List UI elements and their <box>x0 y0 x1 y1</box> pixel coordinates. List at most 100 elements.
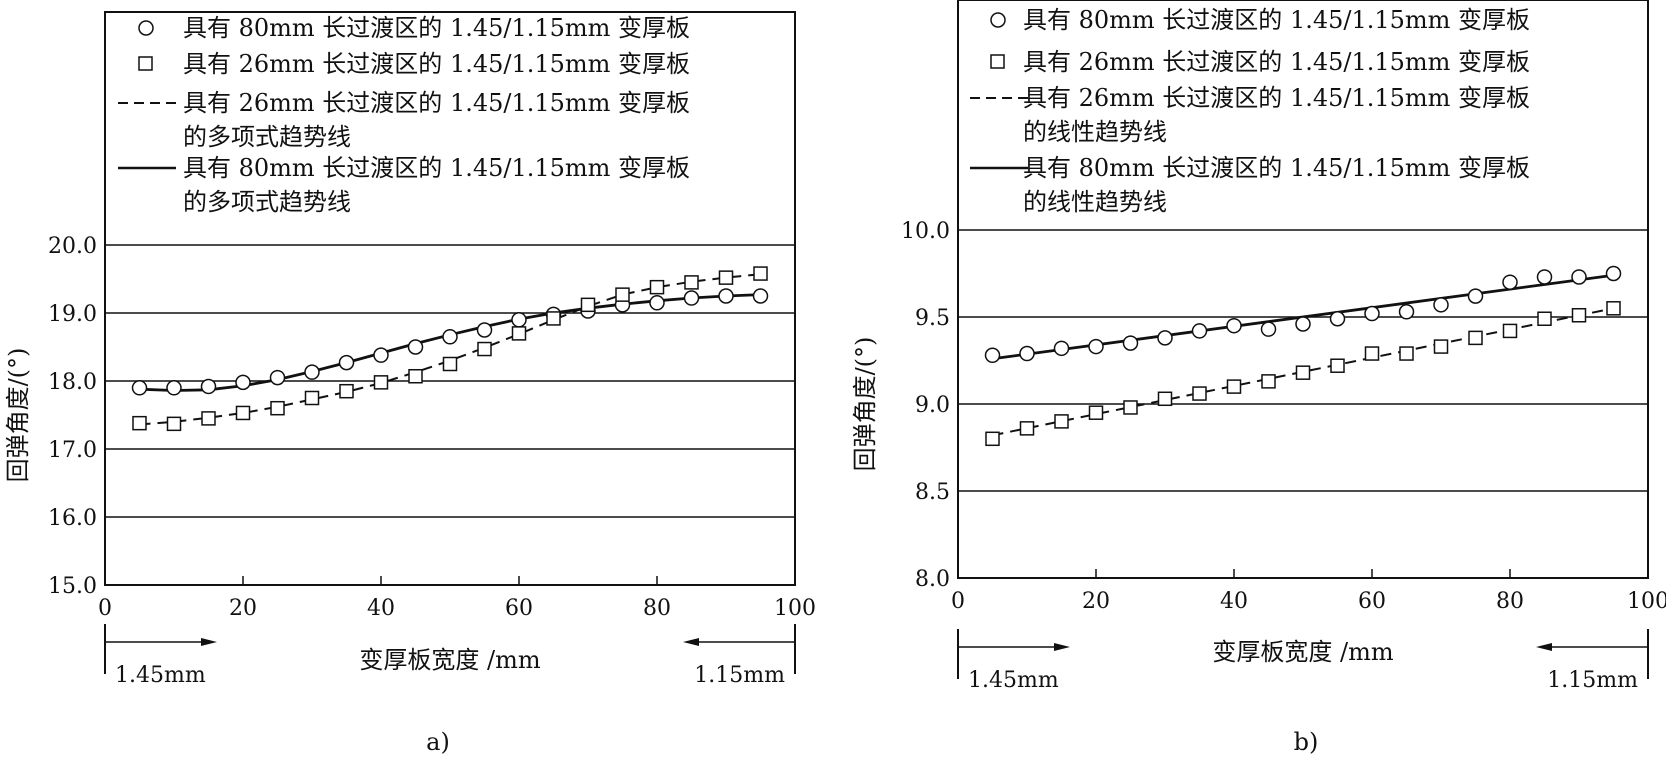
data-point-square <box>1019 421 1035 436</box>
legend-label-line2: 的多项式趋势线 <box>183 188 351 216</box>
data-point-square <box>201 411 216 426</box>
x-axis-title: 变厚板宽度 /mm <box>1212 638 1393 666</box>
y-tick-label: 17.0 <box>48 438 97 463</box>
y-tick-label: 10.0 <box>901 219 950 244</box>
legend-label: 具有 80mm 长过渡区的 1.45/1.15mm 变厚板 <box>183 14 690 42</box>
data-point-square <box>511 326 527 341</box>
y-tick-label: 20.0 <box>48 234 97 259</box>
right-arrow-head <box>683 638 699 646</box>
data-point-circle <box>1502 274 1518 290</box>
data-point-square <box>373 375 389 390</box>
data-point-circle <box>1053 340 1070 357</box>
y-axis-title: 回弹角度/(°) <box>851 337 879 472</box>
data-point-square <box>718 270 734 285</box>
data-point-circle <box>476 322 493 338</box>
data-point-circle <box>373 347 389 363</box>
panel-caption: a) <box>426 728 450 756</box>
legend-square-marker <box>990 54 1005 69</box>
data-point-circle <box>1364 305 1380 322</box>
data-point-square <box>1192 386 1207 401</box>
x-tick-label: 100 <box>1627 589 1666 614</box>
data-point-circle <box>1191 323 1208 339</box>
data-point-circle <box>683 290 700 306</box>
x-tick-label: 40 <box>367 596 395 621</box>
data-point-circle <box>511 312 527 328</box>
data-point-circle <box>442 329 458 345</box>
x-tick-label: 40 <box>1220 589 1248 614</box>
data-point-circle <box>984 347 1001 364</box>
data-point-circle <box>1536 269 1553 285</box>
legend-square-marker <box>138 56 153 71</box>
data-point-circle <box>1226 317 1242 334</box>
chart-panel-a: 15.0 16.0 17.0 18.0 19.0 20.0 0 20 40 60 80 100 回弹角度… <box>4 11 816 756</box>
data-point-circle <box>166 380 182 396</box>
legend-label-line2: 的线性趋势线 <box>1023 118 1167 146</box>
x-tick-label: 60 <box>505 596 533 621</box>
data-point-square <box>442 356 458 372</box>
data-point-square <box>1399 346 1414 361</box>
x-tick-label: 0 <box>951 589 965 614</box>
plot-frame <box>104 11 796 586</box>
legend-label: 具有 26mm 长过渡区的 1.45/1.15mm 变厚板 <box>1023 48 1530 76</box>
y-tick-label: 8.5 <box>915 480 950 505</box>
trend-line-dashed <box>139 273 761 426</box>
panel-caption: b) <box>1294 728 1319 756</box>
x-axis-title: 变厚板宽度 /mm <box>359 646 540 674</box>
data-point-square <box>615 287 630 302</box>
data-point-square <box>1606 301 1621 316</box>
data-point-square <box>546 311 561 326</box>
right-thickness-label: 1.15mm <box>694 663 785 688</box>
legend-label: 具有 26mm 长过渡区的 1.45/1.15mm 变厚板 <box>1023 84 1530 112</box>
data-point-square <box>684 275 699 290</box>
data-point-square <box>1364 346 1380 361</box>
data-point-circle <box>1295 316 1311 332</box>
y-axis-title: 回弹角度/(°) <box>4 348 32 483</box>
y-tick-label: 9.5 <box>915 306 950 331</box>
data-point-circle <box>304 364 320 380</box>
data-point-circle <box>1088 338 1104 355</box>
legend-label-line2: 的多项式趋势线 <box>183 123 351 151</box>
y-tick-label: 15.0 <box>48 574 97 599</box>
left-arrow-head <box>1054 643 1070 651</box>
data-point-square <box>235 405 251 421</box>
data-point-circle <box>1157 330 1173 346</box>
left-thickness-label: 1.45mm <box>115 663 206 688</box>
data-point-square <box>580 297 596 313</box>
data-point-square <box>753 266 768 281</box>
y-tick-label: 19.0 <box>48 302 97 327</box>
data-point-circle <box>1571 269 1587 285</box>
data-point-square <box>1468 330 1483 346</box>
data-point-circle <box>1122 335 1139 351</box>
data-point-square <box>477 341 492 357</box>
data-point-square <box>1571 308 1587 323</box>
x-tick-label: 80 <box>643 596 671 621</box>
data-point-square <box>1261 374 1276 389</box>
legend-label: 具有 80mm 长过渡区的 1.45/1.15mm 变厚板 <box>1023 154 1530 182</box>
data-point-square <box>270 400 285 416</box>
right-arrow-head <box>1536 643 1552 651</box>
left-thickness-label: 1.45mm <box>968 668 1059 693</box>
right-thickness-label: 1.15mm <box>1547 668 1638 693</box>
data-point-circle <box>1398 304 1415 320</box>
data-point-circle <box>649 295 665 311</box>
legend-label: 具有 80mm 长过渡区的 1.45/1.15mm 变厚板 <box>1023 6 1530 34</box>
data-point-circle <box>752 288 769 304</box>
y-tick-label: 16.0 <box>48 506 97 531</box>
data-point-square <box>132 415 147 431</box>
data-point-circle <box>131 380 148 396</box>
data-point-square <box>304 390 320 406</box>
data-point-square <box>1330 358 1345 373</box>
chart-panel-b: 8.0 8.5 9.0 9.5 10.0 0 20 40 60 80 100 回弹角度/(°) 变厚板宽… <box>851 0 1666 756</box>
x-tick-label: 100 <box>774 596 816 621</box>
legend-label: 具有 26mm 长过渡区的 1.45/1.15mm 变厚板 <box>183 50 690 78</box>
y-tick-label: 18.0 <box>48 370 97 395</box>
legend-label: 具有 80mm 长过渡区的 1.45/1.15mm 变厚板 <box>183 154 690 182</box>
x-tick-label: 20 <box>229 596 257 621</box>
data-point-square <box>166 416 182 432</box>
data-point-circle <box>407 339 424 355</box>
x-tick-label: 60 <box>1358 589 1386 614</box>
data-point-square <box>1123 400 1138 415</box>
data-point-square <box>1088 405 1104 420</box>
data-point-circle <box>269 369 286 386</box>
